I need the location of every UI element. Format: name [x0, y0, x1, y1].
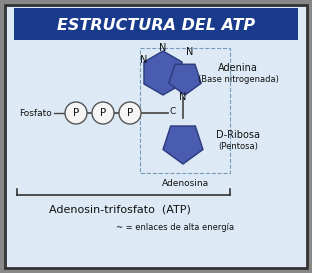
- Text: N: N: [179, 92, 187, 102]
- Circle shape: [65, 102, 87, 124]
- Text: C: C: [170, 106, 176, 115]
- Text: (Pentosa): (Pentosa): [218, 143, 258, 152]
- Text: Adenosina: Adenosina: [161, 179, 208, 188]
- Text: P: P: [73, 108, 79, 118]
- Text: P: P: [127, 108, 133, 118]
- Text: N: N: [140, 55, 148, 65]
- Text: (Base nitrogenada): (Base nitrogenada): [197, 76, 278, 85]
- Text: Adenina: Adenina: [218, 63, 258, 73]
- FancyBboxPatch shape: [5, 5, 307, 268]
- Text: Fosfato: Fosfato: [20, 108, 52, 117]
- Text: ~ = enlaces de alta energía: ~ = enlaces de alta energía: [116, 224, 234, 233]
- Circle shape: [119, 102, 141, 124]
- Text: Adenosin-trifosfato  (ATP): Adenosin-trifosfato (ATP): [49, 205, 191, 215]
- Text: N: N: [159, 43, 167, 53]
- Polygon shape: [163, 126, 203, 164]
- Polygon shape: [144, 51, 182, 95]
- Text: P: P: [100, 108, 106, 118]
- FancyBboxPatch shape: [14, 8, 298, 40]
- Polygon shape: [169, 64, 201, 95]
- Text: D-Ribosa: D-Ribosa: [216, 130, 260, 140]
- Text: N: N: [186, 47, 194, 57]
- Text: ESTRUCTURA DEL ATP: ESTRUCTURA DEL ATP: [57, 19, 255, 34]
- Circle shape: [92, 102, 114, 124]
